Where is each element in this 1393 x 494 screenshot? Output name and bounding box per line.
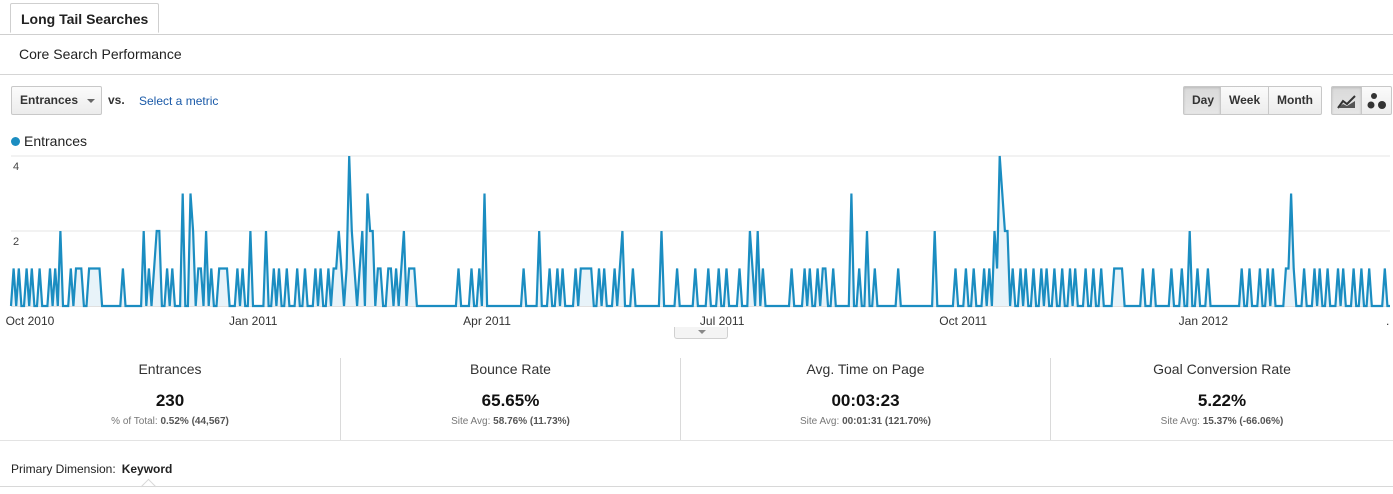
scorecard-goal-conversion-rate[interactable]: Goal Conversion Rate 5.22% Site Avg: 15.… — [1051, 358, 1393, 440]
legend-dot-icon — [11, 136, 20, 146]
primary-dimension-label: Primary Dimension: — [11, 462, 116, 476]
granularity-toggle: Day Week Month — [1183, 86, 1322, 115]
week-button[interactable]: Week — [1220, 86, 1269, 115]
scorecard-value: 00:03:23 — [831, 391, 900, 410]
scorecard-avg-time-on-page[interactable]: Avg. Time on Page 00:03:23 Site Avg: 00:… — [681, 358, 1050, 440]
x-tick-label: Jan 2011 — [229, 314, 278, 328]
scorecard-label: Goal Conversion Rate — [1153, 361, 1291, 377]
entrances-line-chart[interactable]: 2 4 Oct 2010 Jan 2011 Apr 2011 Jul 2011 Oct 20… — [0, 150, 1393, 335]
scorecard-label: Entrances — [138, 361, 202, 377]
scorecard-label: Bounce Rate — [470, 361, 551, 377]
x-tick-label: Oct 2010 — [6, 314, 55, 328]
scorecard-comparison: Site Avg: 15.37% (-66.06%) — [1160, 416, 1284, 427]
scorecard-entrances[interactable]: Entrances 230 % of Total: 0.52% (44,567) — [0, 358, 340, 440]
metric-select[interactable]: Entrances — [11, 86, 102, 115]
report-subtitle: Core Search Performance — [19, 46, 182, 62]
scorecard-comparison: Site Avg: 00:01:31 (121.70%) — [799, 416, 932, 427]
divider — [0, 440, 1393, 441]
select-metric-link[interactable]: Select a metric — [139, 94, 219, 108]
x-tick-label: Jul 2011 — [700, 314, 745, 328]
chart-legend: Entrances — [11, 133, 87, 149]
scorecard-value: 65.65% — [481, 391, 540, 410]
primary-dimension: Primary Dimension: Keyword — [11, 462, 172, 476]
legend-label: Entrances — [24, 133, 88, 149]
divider — [680, 358, 681, 440]
scorecards: Entrances 230 % of Total: 0.52% (44,567)… — [0, 358, 1393, 440]
vs-label: vs. — [108, 93, 125, 107]
scorecard-value: 230 — [155, 391, 185, 410]
month-button[interactable]: Month — [1268, 86, 1322, 115]
metric-select-label: Entrances — [20, 93, 79, 107]
scorecard-bounce-rate[interactable]: Bounce Rate 65.65% Site Avg: 58.76% (11.… — [341, 358, 680, 440]
divider — [0, 74, 1393, 75]
divider — [1050, 358, 1051, 440]
x-tick-label: Oct 2011 — [939, 314, 987, 328]
tab-long-tail-searches[interactable]: Long Tail Searches — [10, 3, 160, 33]
line-chart-button[interactable] — [1331, 86, 1362, 115]
series-area — [11, 156, 1390, 306]
chevron-down-icon — [698, 330, 706, 334]
collapse-chart-toggle[interactable] — [674, 327, 728, 339]
y-tick-label: 4 — [13, 161, 19, 173]
scorecard-comparison: % of Total: 0.52% (44,567) — [111, 416, 229, 427]
day-button[interactable]: Day — [1183, 86, 1221, 115]
scorecard-comparison: Site Avg: 58.76% (11.73%) — [451, 416, 570, 427]
line-chart-icon — [1336, 94, 1356, 109]
chevron-down-icon — [87, 99, 95, 103]
x-tick-label: Apr 2011 — [463, 314, 511, 328]
x-tick-label: Jan 2012 — [1179, 314, 1229, 328]
scorecard-value: 5.22% — [1197, 391, 1247, 410]
x-tick-label: . — [1386, 314, 1389, 328]
y-tick-label: 2 — [13, 236, 19, 248]
motion-chart-button[interactable] — [1361, 86, 1392, 115]
chart-type-toggle — [1331, 86, 1392, 115]
divider — [0, 486, 1393, 487]
scorecard-label: Avg. Time on Page — [806, 361, 925, 377]
tab-bar: Long Tail Searches — [0, 0, 1393, 35]
primary-dimension-keyword[interactable]: Keyword — [121, 462, 173, 476]
divider — [340, 358, 341, 440]
series-line — [9, 155, 1390, 308]
motion-chart-icon — [1367, 92, 1386, 109]
